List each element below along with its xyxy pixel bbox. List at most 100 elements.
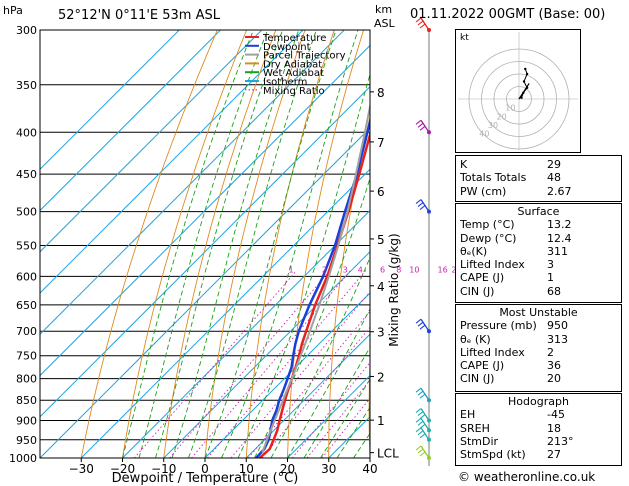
hodograph-index-row: SREH 18 [456, 422, 621, 435]
dry-adiabat-line [80, 30, 218, 458]
unstable-index-value: 313 [547, 332, 568, 346]
legend-label: Isotherm [263, 77, 307, 88]
wind-barb-flag [419, 205, 426, 211]
pressure-tick-label: 400 [16, 126, 37, 139]
isotherm-line [40, 127, 370, 458]
wind-barb-flag [417, 430, 424, 436]
most-unstable-panel: Most Unstable Pressure (mb) 950 θₑ (K) 313 L… [455, 304, 622, 392]
km-tick-label: 2 [377, 370, 385, 384]
surface-index-label: CAPE (J) [460, 271, 505, 285]
dry-adiabat-line [368, 353, 370, 458]
mixing-ratio-label: 8 [396, 265, 401, 274]
unstable-index-value: 2 [547, 345, 554, 359]
pressure-tick-label: 950 [16, 434, 37, 447]
basic-index-row: Totals Totals 48 [456, 171, 621, 184]
surface-index-label: θₑ(K) [460, 244, 488, 258]
mixing-ratio-line [321, 397, 370, 458]
hodograph-title: Hodograph [508, 395, 569, 408]
wind-barb-flag [417, 420, 424, 426]
hodograph-index-row: StmDir 213° [456, 435, 621, 448]
wind-barb-flag [417, 20, 424, 26]
temperature-tick-label: 10 [239, 462, 254, 476]
station-location: 52°12'N 0°11'E 53m ASL [58, 8, 220, 23]
wet-adiabat-line [171, 30, 300, 458]
isotherm-line [40, 86, 370, 418]
surface-panel: Surface Temp (°C) 13.2 Dewp (°C) 12.4 θₑ(K) 3… [455, 203, 622, 303]
unstable-index-label: Pressure (mb) [460, 319, 537, 333]
legend-label: Parcel Trajectory [263, 51, 346, 62]
isotherm-line [40, 30, 345, 335]
hodograph-point [524, 67, 527, 71]
most-unstable-title: Most Unstable [499, 306, 578, 319]
mixing-ratio-axis-title: Mixing Ratio (g/kg) [387, 233, 401, 346]
hodograph-index-value: -45 [547, 408, 565, 422]
legend-label: Dry Adiabat [263, 59, 322, 70]
km-tick-label: 3 [377, 326, 385, 340]
wind-barb-flag [417, 411, 424, 416]
unstable-index-label: CAPE (J) [460, 359, 505, 373]
wind-barb-flag [419, 125, 426, 131]
legend-label: Dewpoint [263, 42, 311, 53]
unstable-index-row: CAPE (J) 36 [456, 359, 621, 372]
surface-title: Surface [517, 205, 560, 218]
km-tick-label: 6 [377, 185, 385, 199]
wet-adiabat-line [204, 30, 337, 458]
surface-index-row: CAPE (J) 1 [456, 271, 621, 284]
pressure-tick-label: 550 [16, 239, 37, 252]
hodograph-ring-label: 10 [505, 104, 515, 113]
dry-adiabat-line [122, 30, 248, 458]
wind-barb-flag [417, 321, 424, 327]
pressure-tick-label: 750 [16, 350, 37, 363]
dry-adiabat-line [245, 30, 335, 458]
km-label: km [375, 3, 393, 16]
unstable-index-row: θₑ (K) 313 [456, 333, 621, 346]
isotherm-line [40, 30, 180, 170]
surface-index-row: θₑ(K) 311 [456, 245, 621, 258]
hodograph-index-value: 27 [547, 448, 561, 462]
legend-label: Wet Adiabat [263, 68, 324, 79]
pressure-tick-label: 350 [16, 79, 37, 92]
surface-index-label: Dewp (°C) [460, 231, 517, 245]
basic-index-value: 48 [547, 171, 561, 185]
unstable-index-label: θₑ (K) [460, 332, 491, 346]
surface-index-value: 311 [547, 244, 568, 258]
hodograph-ring-label: 40 [479, 130, 489, 139]
wind-barb-flag [415, 445, 422, 451]
wind-barb-flag [415, 318, 422, 324]
temperature-tick-label: 0 [201, 462, 209, 476]
unstable-index-row: Lifted Index 2 [456, 346, 621, 359]
pressure-tick-label: 700 [16, 325, 37, 338]
isotherm-line [163, 251, 370, 458]
surface-index-row: Dewp (°C) 12.4 [456, 232, 621, 245]
pressure-tick-label: 300 [16, 24, 37, 37]
km-tick-label: 7 [377, 136, 385, 150]
wind-barb-flag [415, 417, 422, 423]
hodograph-index-label: StmSpd (kt) [460, 448, 526, 462]
surface-index-row: Lifted Index 3 [456, 258, 621, 271]
indices-basic-panel: K 29 Totals Totals 48 PW (cm) 2.67 [455, 155, 622, 202]
copyright-footer: © weatheronline.co.uk [458, 470, 596, 484]
legend-label: Temperature [262, 33, 326, 44]
temperature-tick-label: 40 [362, 462, 377, 476]
surface-index-label: Lifted Index [460, 258, 525, 272]
surface-index-row: CIN (J) 68 [456, 285, 621, 298]
hodograph-panel: 10 20 30 40 kt [455, 29, 622, 153]
wind-barb-flag [417, 390, 424, 396]
x-axis-title: Dewpoint / Temperature (°C) [112, 471, 299, 486]
hodograph-ring-label: 20 [497, 112, 507, 121]
hodograph-index-value: 213° [547, 434, 574, 448]
surface-index-value: 1 [547, 271, 554, 285]
wet-adiabat-line [155, 30, 284, 458]
unstable-index-row: CIN (J) 20 [456, 372, 621, 385]
temperature-tick-label: −30 [69, 462, 94, 476]
hodograph-point [522, 80, 526, 83]
wind-barb-flag [419, 433, 426, 439]
wet-adiabat-line [188, 30, 317, 458]
wind-barb-flag [417, 202, 424, 208]
unstable-index-label: Lifted Index [460, 345, 525, 359]
mixing-ratio-line [133, 270, 298, 458]
pressure-tick-label: 500 [16, 206, 37, 219]
pressure-tick-label: 800 [16, 373, 37, 386]
basic-index-label: Totals Totals [460, 171, 527, 185]
wet-adiabat-line [221, 30, 359, 458]
